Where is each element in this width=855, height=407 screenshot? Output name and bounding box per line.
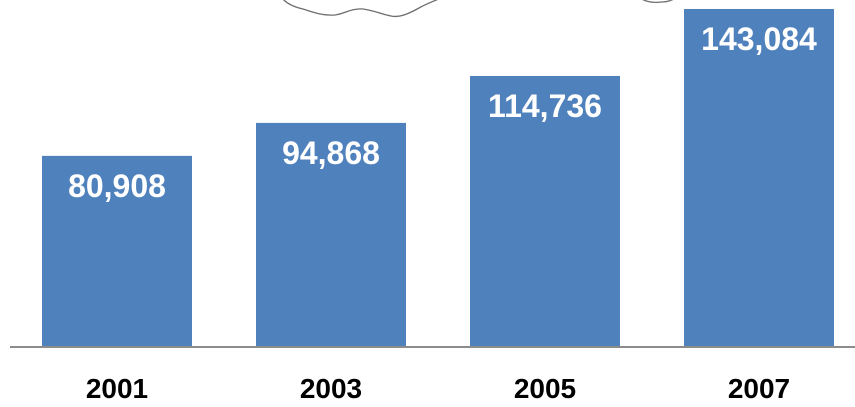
bar-2005 xyxy=(470,75,620,347)
bar-2001 xyxy=(42,155,192,347)
data-label-2007: 143,084 xyxy=(701,21,817,57)
map-outline-icon xyxy=(282,0,438,18)
x-axis-tick-labels: 2001 2003 2005 2007 xyxy=(86,373,790,404)
data-label-2001: 80,908 xyxy=(68,168,166,204)
x-tick-label-2003: 2003 xyxy=(300,373,362,404)
data-label-2005: 114,736 xyxy=(488,88,602,124)
bar-2007 xyxy=(684,9,834,347)
x-tick-label-2001: 2001 xyxy=(86,373,148,404)
x-tick-label-2007: 2007 xyxy=(728,373,790,404)
bar-2003 xyxy=(256,122,406,347)
data-label-2003: 94,868 xyxy=(282,135,380,171)
x-tick-label-2005: 2005 xyxy=(514,373,576,404)
map-outline-icon xyxy=(642,0,674,4)
bars-layer xyxy=(42,9,834,347)
value-labels-layer: 80,908 94,868 114,736 143,084 xyxy=(68,21,817,204)
